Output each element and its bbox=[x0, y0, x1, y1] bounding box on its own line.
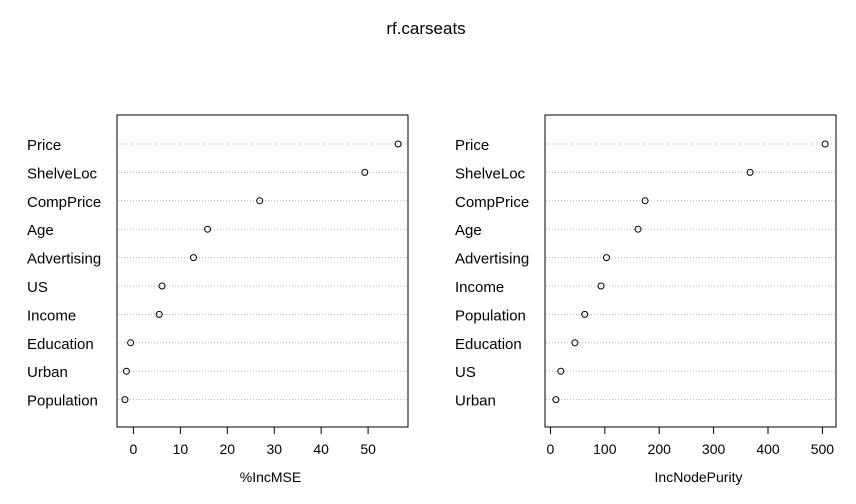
data-point bbox=[746, 168, 754, 176]
data-point bbox=[571, 339, 579, 347]
category-label: Age bbox=[455, 222, 482, 239]
x-axis-title: %IncMSE bbox=[240, 469, 301, 485]
category-label: US bbox=[27, 279, 48, 296]
category-label: Urban bbox=[27, 364, 68, 381]
x-tick-label: 0 bbox=[547, 441, 555, 457]
category-label: Age bbox=[27, 222, 54, 239]
data-point bbox=[204, 225, 212, 233]
data-point bbox=[158, 282, 166, 290]
category-label: Price bbox=[455, 137, 489, 154]
x-tick-label: 200 bbox=[648, 441, 672, 457]
x-tick-label: 50 bbox=[360, 441, 376, 457]
x-axis-title: IncNodePurity bbox=[655, 469, 743, 485]
data-point bbox=[190, 254, 198, 262]
x-tick-label: 40 bbox=[313, 441, 329, 457]
data-point bbox=[634, 225, 642, 233]
data-point bbox=[122, 367, 130, 375]
category-label: ShelveLoc bbox=[455, 165, 526, 182]
data-point bbox=[581, 310, 589, 318]
x-tick-label: 0 bbox=[130, 441, 138, 457]
plot-frame bbox=[116, 114, 409, 428]
data-point bbox=[597, 282, 605, 290]
panel-incnodepurity: Price ShelveLoc CompPrice Age Advertising Inc… bbox=[455, 114, 837, 485]
data-point bbox=[557, 367, 565, 375]
x-tick-label: 500 bbox=[811, 441, 835, 457]
panel-incmse: Price ShelveLoc CompPrice Age Advertising US I… bbox=[27, 114, 409, 485]
data-point bbox=[552, 396, 560, 404]
category-label: CompPrice bbox=[455, 194, 529, 211]
category-label: Income bbox=[455, 279, 504, 296]
x-tick-label: 300 bbox=[702, 441, 726, 457]
category-label: Advertising bbox=[455, 251, 529, 268]
x-tick-label: 100 bbox=[593, 441, 617, 457]
data-point bbox=[121, 396, 129, 404]
x-tick-label: 20 bbox=[220, 441, 236, 457]
category-label: Urban bbox=[455, 393, 496, 410]
category-label: Income bbox=[27, 307, 76, 324]
x-tick-label: 30 bbox=[266, 441, 282, 457]
category-label: Education bbox=[455, 336, 522, 353]
data-point bbox=[641, 197, 649, 205]
category-label: Population bbox=[455, 307, 526, 324]
data-point bbox=[361, 168, 369, 176]
category-label: US bbox=[455, 364, 476, 381]
category-label: Advertising bbox=[27, 251, 101, 268]
x-tick-label: 10 bbox=[173, 441, 189, 457]
x-tick-label: 400 bbox=[756, 441, 780, 457]
category-label: Education bbox=[27, 336, 94, 353]
category-label: Population bbox=[27, 393, 98, 410]
data-point bbox=[602, 254, 610, 262]
data-point bbox=[155, 310, 163, 318]
chart-title: rf.carseats bbox=[386, 19, 465, 38]
category-label: CompPrice bbox=[27, 194, 101, 211]
data-point bbox=[821, 140, 829, 148]
data-point bbox=[127, 339, 135, 347]
data-point bbox=[394, 140, 402, 148]
data-point bbox=[256, 197, 264, 205]
category-label: ShelveLoc bbox=[27, 165, 98, 182]
plot-frame bbox=[544, 114, 837, 428]
category-label: Price bbox=[27, 137, 61, 154]
